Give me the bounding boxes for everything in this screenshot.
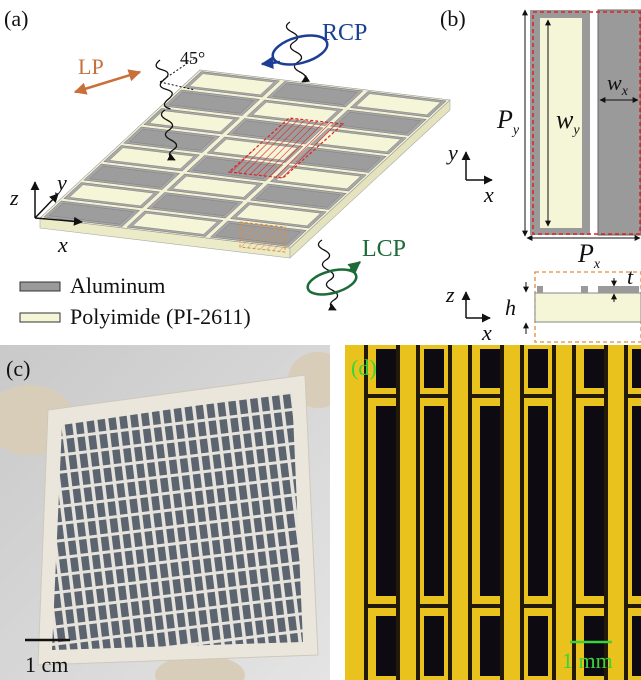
column-border	[364, 345, 368, 680]
row-border	[524, 604, 552, 608]
legend-swatch	[20, 282, 60, 291]
aluminum-strip	[376, 349, 396, 388]
panel-b: (b) Py wy wx Px y x t h z x	[440, 6, 641, 345]
panel-a: (a) z y x LP 45° RCP LCP Aluminum Polyim…	[4, 6, 450, 329]
row-border	[576, 604, 604, 608]
aluminum-strip	[376, 406, 396, 596]
aluminum-strip	[632, 406, 641, 596]
axis-label: y	[446, 140, 458, 165]
panel-label: (d)	[351, 355, 377, 380]
column-border	[396, 345, 400, 680]
aluminum-strip	[528, 406, 548, 596]
column-border	[572, 345, 576, 680]
panel-label: (c)	[6, 356, 30, 381]
legend-label: Aluminum	[70, 273, 165, 298]
scale-label: 1 mm	[562, 648, 613, 673]
aluminum-strip	[424, 616, 444, 676]
aluminum-strip	[584, 406, 604, 596]
figure: (a) z y x LP 45° RCP LCP Aluminum Polyim…	[0, 0, 641, 680]
aluminum-strip	[598, 10, 641, 235]
legend-swatch	[20, 313, 60, 322]
lcp-beam: LCP	[305, 236, 406, 310]
aluminum-strip	[528, 349, 548, 388]
axis-label: x	[481, 320, 492, 345]
wave	[286, 22, 305, 82]
axis-label: z	[445, 282, 455, 307]
rotation-arrow	[262, 62, 280, 64]
scale-label: 1 cm	[25, 652, 68, 677]
aluminum-strip	[480, 406, 500, 596]
beam-label: LP	[78, 54, 104, 79]
aluminum-strip	[632, 616, 641, 676]
column-border	[520, 345, 524, 680]
page: (a) z y x LP 45° RCP LCP Aluminum Polyim…	[0, 0, 641, 680]
rcp-beam: RCP	[262, 20, 367, 82]
row-border	[420, 604, 448, 608]
axes-2d: y x	[446, 140, 494, 207]
aluminum-strip	[376, 616, 396, 676]
row-border	[368, 604, 396, 608]
polyimide-layer	[535, 293, 641, 322]
symbol: w	[556, 105, 574, 134]
dimension-label: h	[505, 295, 516, 320]
aluminum-strip	[480, 616, 500, 676]
axis-label: z	[9, 185, 19, 210]
symbol: P	[496, 105, 513, 134]
row-border	[576, 394, 604, 398]
column-border	[624, 345, 628, 680]
panel-d: (d) 1 mm	[345, 345, 641, 680]
angle-label: 45°	[180, 48, 205, 68]
axis-label: x	[483, 182, 494, 207]
cross-section-plane	[240, 222, 285, 252]
column-border	[416, 345, 420, 680]
aluminum-section	[581, 286, 588, 293]
panel-label: (b)	[440, 6, 466, 31]
column-border	[552, 345, 556, 680]
row-border	[628, 604, 641, 608]
column-border	[468, 345, 472, 680]
row-border	[420, 394, 448, 398]
aluminum-strip	[584, 349, 604, 388]
symbol: w	[607, 70, 622, 95]
subscript: y	[511, 123, 520, 138]
axis-label: x	[57, 232, 68, 257]
row-border	[368, 394, 396, 398]
row-border	[524, 394, 552, 398]
legend-label: Polyimide (PI-2611)	[70, 304, 251, 329]
row-border	[472, 604, 500, 608]
subscript: x	[621, 84, 629, 99]
symbol: P	[577, 239, 594, 268]
legend: Aluminum Polyimide (PI-2611)	[20, 273, 251, 329]
column-border	[448, 345, 452, 680]
row-border	[472, 394, 500, 398]
panel-c: (c) 1 cm	[0, 345, 348, 680]
beam-label: LCP	[362, 236, 406, 262]
aluminum-strip	[424, 406, 444, 596]
dimension-label: Px	[577, 239, 601, 272]
subscript: y	[571, 123, 580, 138]
rotation-arrow	[350, 262, 360, 270]
column-border	[604, 345, 608, 680]
sample-array	[52, 392, 303, 650]
panel-label: (a)	[4, 6, 28, 31]
row-border	[628, 394, 641, 398]
aluminum-section	[537, 286, 543, 293]
dimension-label: t	[627, 264, 634, 289]
aluminum-strip	[632, 349, 641, 388]
beam-label: RCP	[322, 20, 367, 46]
dimension-label: Py	[496, 105, 520, 138]
aluminum-strip	[480, 349, 500, 388]
aluminum-strip	[424, 349, 444, 388]
aluminum-strip	[528, 616, 548, 676]
column-border	[500, 345, 504, 680]
subscript: x	[593, 257, 601, 272]
axis-label: y	[55, 170, 67, 195]
